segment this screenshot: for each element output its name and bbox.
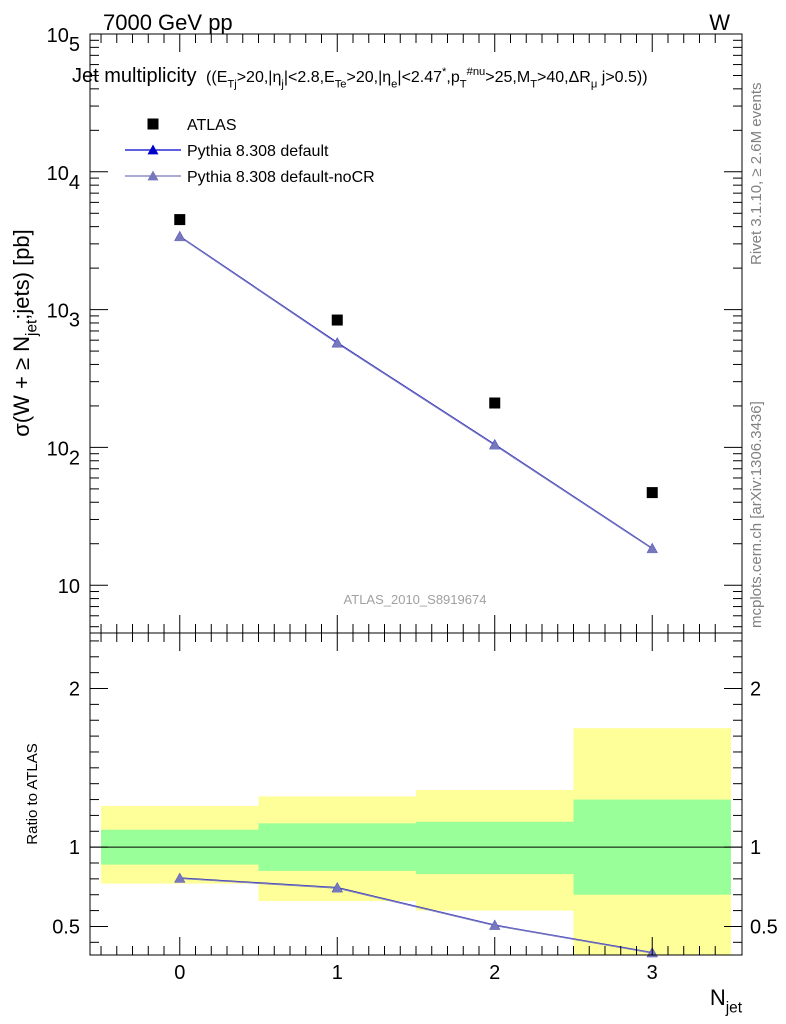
ratio-ticks [90, 633, 742, 955]
main-panel: 10 10​2 10​3 10​4 10​5 ATLAS_2010_S8919674 J… [47, 25, 743, 634]
rivet-label: Rivet 3.1.10, ≥ 2.6M events [748, 83, 765, 266]
data-point [646, 487, 658, 499]
legend-label: ATLAS [187, 117, 237, 134]
watermark: ATLAS_2010_S8919674 [344, 592, 487, 607]
x-tick-label: 1 [332, 962, 343, 984]
ratio-y-tick-label: 1 [69, 837, 80, 859]
mc-point [174, 231, 186, 242]
ratio-series-line [179, 877, 653, 954]
mc-point [489, 439, 501, 450]
data-point [174, 214, 186, 226]
mcplots-label: mcplots.cern.ch [arXiv:1306.3436] [748, 401, 765, 628]
ratio-y-tick-label-right: 2 [750, 679, 761, 701]
x-tick-label: 3 [647, 962, 658, 984]
mc-point [331, 337, 343, 348]
mc-point [646, 543, 658, 554]
ratio-y-tick-label-right: 0.5 [750, 916, 778, 938]
ratio-y-tick-labels: 0.5 0.5 1 1 2 2 [52, 679, 778, 939]
ratio-point [331, 882, 343, 893]
main-y-tick-label: 10 [58, 576, 80, 598]
x-tick-labels: 0 1 2 3 [174, 962, 658, 984]
legend-label: Pythia 8.308 default [187, 143, 329, 160]
legend: ATLAS Pythia 8.308 default Pythia 8.308 de… [125, 117, 375, 186]
main-y-tick-label: 10​3 [47, 301, 80, 332]
main-y-tick-label: 10​5 [47, 25, 80, 56]
ratio-y-tick-label-right: 1 [750, 837, 761, 859]
x-tick-label: 2 [489, 962, 500, 984]
ratio-bands [101, 728, 731, 955]
main-y-tick-label: 10​2 [47, 438, 80, 469]
ratio-point [174, 872, 186, 883]
band-inner [416, 821, 574, 875]
ratio-y-tick-label: 0.5 [52, 916, 80, 938]
main-ticks [90, 33, 742, 633]
legend-label: Pythia 8.308 default-noCR [187, 169, 375, 186]
x-tick-label: 0 [174, 962, 185, 984]
legend-marker [147, 170, 159, 181]
legend-marker [147, 144, 159, 155]
main-series-marks [174, 214, 658, 554]
main-y-tick-label: 10​4 [47, 163, 80, 194]
header-left: 7000 GeV pp [103, 10, 233, 35]
main-y-axis-label: σ(W + ≥ Njet​;jets) [pb] [9, 229, 41, 437]
ratio-point [489, 919, 501, 930]
ratio-y-axis-label: Ratio to ATLAS [24, 743, 41, 844]
main-series-line [179, 236, 653, 550]
data-point [489, 397, 501, 409]
header-right: W [709, 10, 730, 35]
main-series-lines [179, 235, 653, 550]
data-point [331, 314, 343, 326]
legend-marker [147, 118, 159, 130]
main-y-tick-labels: 10 10​2 10​3 10​4 10​5 [47, 25, 80, 598]
ratio-y-tick-label: 2 [69, 679, 80, 701]
chart-title-main: Jet multiplicity [72, 65, 196, 87]
ratio-panel: 0.5 0.5 1 1 2 2 0 1 2 3 [52, 632, 778, 984]
ratio-series-lines [179, 877, 653, 954]
x-axis-label: Njet​ [710, 985, 743, 1017]
chart-title: Jet multiplicity ((ETj​>20,|ηj​|<2.8,ETe… [72, 65, 648, 91]
chart-title-cuts: ((ETj​>20,|ηj​|<2.8,ETe​>20,|ηe​|<2.47*​… [206, 66, 648, 91]
